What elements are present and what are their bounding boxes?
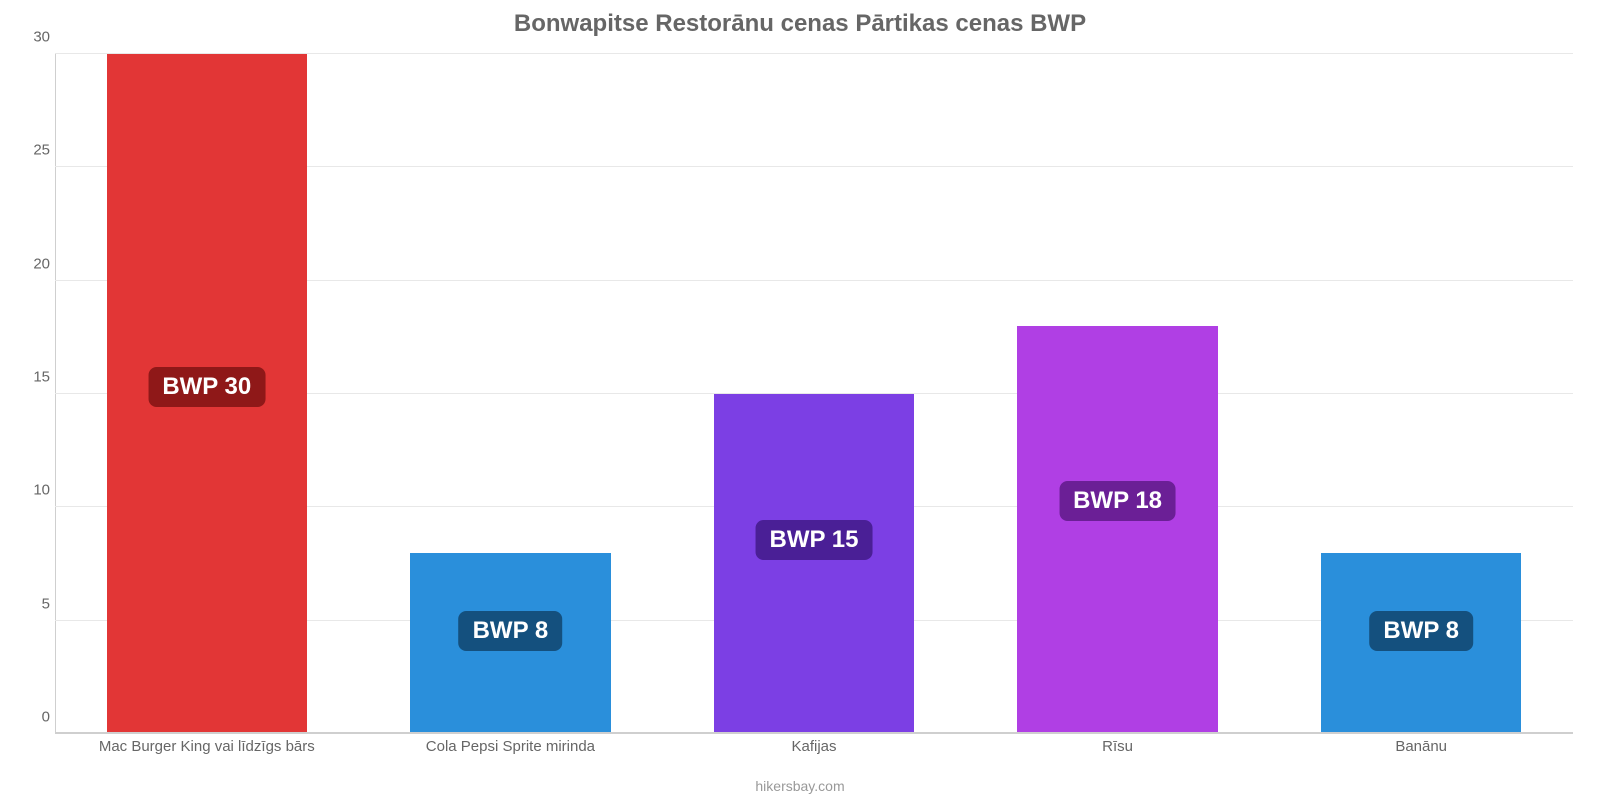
x-tick-label: Mac Burger King vai līdzīgs bārs <box>55 738 359 755</box>
bar: BWP 8 <box>1321 553 1521 734</box>
bars-group: BWP 30 BWP 8 BWP 15 BWP 18 BWP 8 <box>55 54 1573 734</box>
x-tick-label: Cola Pepsi Sprite mirinda <box>359 738 663 755</box>
y-tick-label: 25 <box>10 142 50 159</box>
plot-area: 051015202530 BWP 30BWP 8BWP 15BWP 18BWP … <box>55 54 1573 734</box>
value-badge: BWP 8 <box>1369 611 1473 651</box>
bar-slot: BWP 30 <box>55 54 359 734</box>
y-tick-label: 15 <box>10 369 50 386</box>
bar: BWP 18 <box>1017 326 1217 734</box>
value-badge: BWP 8 <box>459 611 563 651</box>
bar-slot: BWP 18 <box>966 54 1270 734</box>
y-tick-label: 5 <box>10 595 50 612</box>
bar-slot: BWP 8 <box>359 54 663 734</box>
chart-title: Bonwapitse Restorānu cenas Pārtikas cena… <box>0 10 1600 38</box>
bar-slot: BWP 8 <box>1269 54 1573 734</box>
x-tick-label: Kafijas <box>662 738 966 755</box>
x-tick-label: Banānu <box>1269 738 1573 755</box>
price-bar-chart: Bonwapitse Restorānu cenas Pārtikas cena… <box>0 0 1600 800</box>
x-axis-line <box>55 732 1573 734</box>
bar: BWP 15 <box>714 394 914 734</box>
value-badge: BWP 30 <box>148 367 265 407</box>
bar-slot: BWP 15 <box>662 54 966 734</box>
x-tick-label: Rīsu <box>966 738 1270 755</box>
y-tick-label: 30 <box>10 29 50 46</box>
y-tick-label: 10 <box>10 482 50 499</box>
chart-footer: hikersbay.com <box>0 778 1600 794</box>
y-tick-label: 0 <box>10 709 50 726</box>
bar: BWP 30 <box>107 54 307 734</box>
x-axis-labels: Mac Burger King vai līdzīgs bārsCola Pep… <box>55 738 1573 755</box>
y-tick-label: 20 <box>10 255 50 272</box>
bar: BWP 8 <box>410 553 610 734</box>
value-badge: BWP 18 <box>1059 481 1176 521</box>
value-badge: BWP 15 <box>756 520 873 560</box>
